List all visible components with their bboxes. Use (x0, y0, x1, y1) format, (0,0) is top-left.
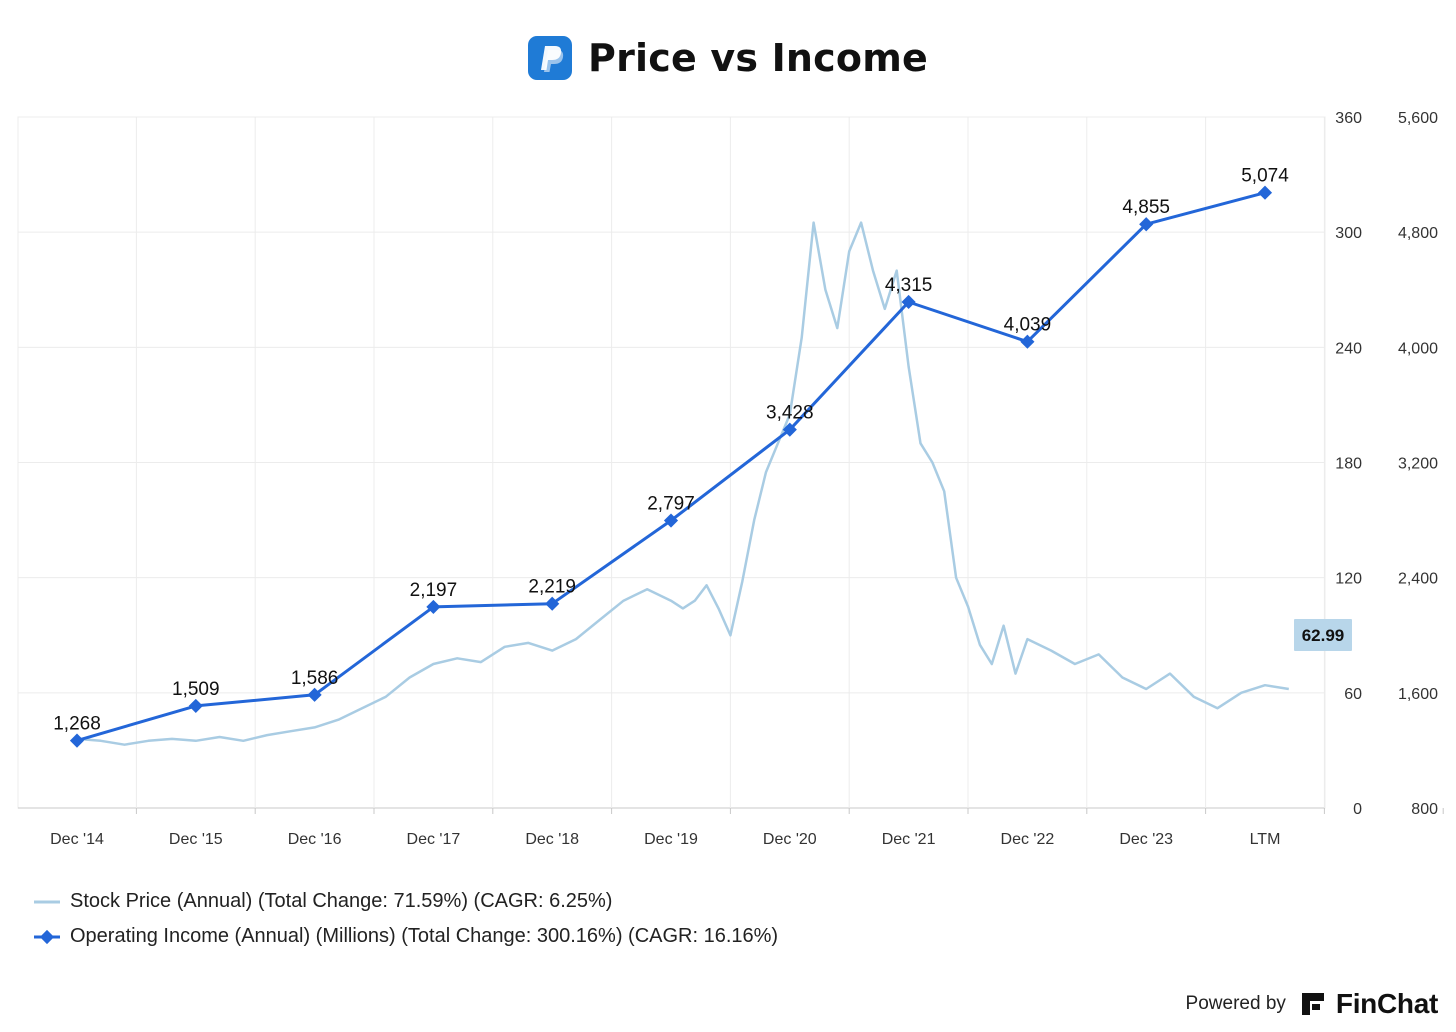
operating-income-data-label: 1,509 (172, 679, 220, 700)
paypal-logo-icon (528, 36, 573, 80)
operating-income-data-label: 1,268 (53, 714, 101, 735)
x-axis-tick-label: Dec '18 (525, 831, 579, 848)
price-axis-ticks: 360 300 240 180 120 60 0 (1335, 110, 1362, 818)
price-axis-tick-label: 120 (1335, 571, 1362, 588)
legend-item-stock-price[interactable]: Stock Price (Annual) (Total Change: 71.5… (32, 884, 778, 919)
operating-income-point (307, 687, 322, 702)
operating-income-point (1257, 185, 1273, 200)
operating-income-legend-swatch (32, 922, 62, 952)
income-axis-tick-label: 5,600 (1398, 110, 1438, 127)
last-price-badge: 62.99 (1294, 618, 1352, 651)
x-axis-tick-label: Dec '14 (50, 831, 104, 848)
operating-income-data-label: 4,315 (885, 275, 933, 296)
operating-income-data-label: 2,197 (410, 580, 458, 601)
income-axis-tick-label: 2,400 (1398, 571, 1438, 588)
operating-income-point (1020, 334, 1035, 349)
operating-income-data-label: 2,219 (528, 577, 576, 598)
price-axis-tick-label: 60 (1344, 686, 1362, 703)
stock-price-line (76, 221, 1289, 746)
price-axis-tick-label: 180 (1335, 456, 1362, 473)
last-price-badge-label: 62.99 (1302, 626, 1345, 645)
operating-income-data-label: 4,855 (1122, 197, 1170, 218)
x-axis-tick-label: Dec '21 (882, 831, 936, 848)
operating-income-point (663, 513, 679, 528)
x-axis-tick-label: Dec '23 (1119, 831, 1173, 848)
x-axis-tick-label: Dec '22 (1001, 831, 1055, 848)
last-price-badge-box (1294, 618, 1352, 651)
chart-grid (17, 116, 1444, 814)
operating-income-point (545, 596, 560, 611)
operating-income-point (901, 294, 916, 310)
operating-income-point (188, 698, 203, 714)
x-axis-tick-label: Dec '20 (763, 831, 817, 848)
x-axis-tick-label: LTM (1250, 831, 1281, 848)
operating-income-point (69, 733, 85, 748)
income-axis-ticks: 5,600 4,800 4,000 3,200 2,400 1,600 800 (1398, 110, 1438, 818)
x-axis-tick-label: Dec '19 (644, 831, 698, 848)
finchat-brand[interactable]: FinChat (1335, 988, 1438, 1019)
powered-by-label: Powered by (1185, 993, 1286, 1014)
operating-income-series: 1,268 1,509 1,586 2,197 2,219 2,797 3,428 4,315… (53, 166, 1289, 748)
price-axis-tick-label: 240 (1335, 340, 1362, 357)
operating-income-data-label: 5,074 (1241, 166, 1289, 187)
operating-income-point (1139, 217, 1154, 232)
operating-income-data-label: 3,428 (766, 403, 814, 424)
operating-income-data-label: 1,586 (291, 668, 339, 689)
stock-price-series (76, 221, 1289, 746)
stock-price-legend-swatch (32, 887, 62, 917)
legend-label-operating-income: Operating Income (Annual) (Millions) (To… (70, 925, 779, 947)
price-axis-tick-label: 360 (1335, 110, 1362, 127)
operating-income-point (782, 422, 797, 437)
legend-item-operating-income[interactable]: Operating Income (Annual) (Millions) (To… (32, 919, 778, 954)
income-axis-tick-label: 4,800 (1398, 225, 1438, 242)
chart-header: Price vs Income (0, 30, 1456, 86)
x-axis-tick-label: Dec '17 (407, 831, 461, 848)
income-axis-tick-label: 800 (1411, 801, 1438, 818)
operating-income-data-label: 2,797 (647, 494, 695, 515)
price-vs-income-chart: 360 300 240 180 120 60 0 5,600 4,800 4,000 3,200 2… (17, 110, 1444, 848)
price-axis-tick-label: 300 (1335, 225, 1362, 242)
operating-income-data-label: 4,039 (1004, 315, 1052, 336)
footer-branding: Powered by FinChat (1185, 986, 1439, 1022)
x-axis-ticks: Dec '14 Dec '15 Dec '16 Dec '17 Dec '18 Dec '… (50, 831, 1280, 848)
price-axis-tick-label: 0 (1353, 801, 1362, 818)
finchat-logo-icon (1298, 989, 1328, 1019)
x-axis-tick-label: Dec '15 (169, 831, 223, 848)
operating-income-point (426, 599, 441, 614)
chart-title: Price vs Income (588, 36, 928, 80)
x-axis-tick-label: Dec '16 (288, 831, 342, 848)
income-axis-tick-label: 4,000 (1398, 340, 1438, 357)
chart-legend: Stock Price (Annual) (Total Change: 71.5… (32, 884, 778, 954)
income-axis-tick-label: 3,200 (1398, 456, 1438, 473)
legend-label-stock-price: Stock Price (Annual) (Total Change: 71.5… (70, 890, 613, 912)
income-axis-tick-label: 1,600 (1398, 686, 1438, 703)
